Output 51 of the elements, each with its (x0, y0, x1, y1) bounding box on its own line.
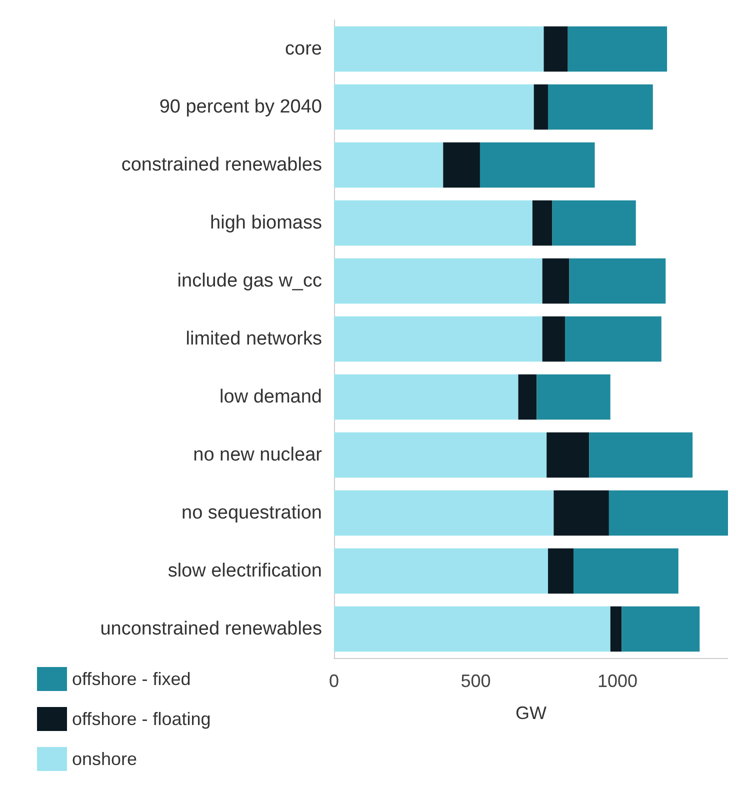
bar (610, 606, 622, 652)
bar (608, 490, 728, 536)
bar (334, 200, 532, 246)
y-tick-label: 90 percent by 2040 (159, 96, 322, 118)
y-tick-label: limited networks (186, 328, 322, 350)
bar (569, 258, 666, 304)
legend-label: offshore - floating (72, 709, 211, 729)
bar (334, 548, 548, 594)
bar (574, 548, 678, 594)
bar (589, 432, 693, 478)
bar (548, 548, 574, 594)
bar (546, 432, 590, 478)
bar (622, 606, 700, 652)
x-tick-label: 500 (460, 671, 491, 691)
y-tick-label: core (285, 38, 322, 60)
bar (334, 84, 534, 130)
y-tick-label: low demand (220, 386, 322, 408)
x-tick-label: 0 (328, 671, 340, 691)
y-tick-label: unconstrained renewables (100, 618, 322, 640)
bar (480, 142, 595, 188)
y-tick-label: no sequestration (182, 502, 322, 524)
bar (536, 374, 610, 420)
bar (334, 258, 542, 304)
bar (443, 142, 480, 188)
bar (544, 26, 568, 72)
bar (542, 258, 570, 304)
legend-label: onshore (72, 749, 138, 769)
bar (542, 316, 566, 362)
y-tick-label: no new nuclear (193, 444, 323, 466)
bar (554, 490, 609, 536)
y-tick-label: include gas w_cc (177, 270, 322, 292)
y-tick-label: constrained renewables (121, 154, 322, 176)
legend-label: offshore - fixed (72, 669, 191, 689)
y-tick-label: slow electrification (168, 560, 322, 582)
bar (518, 374, 537, 420)
bar (334, 606, 610, 652)
bar (334, 432, 547, 478)
bar (334, 26, 544, 72)
bar (552, 200, 636, 246)
y-tick-label: high biomass (210, 212, 322, 234)
bar (334, 490, 554, 536)
bar (334, 142, 444, 188)
bar (565, 316, 662, 362)
bar (534, 84, 548, 130)
bar (548, 84, 653, 130)
x-tick-label: 1000 (597, 671, 638, 691)
x-axis-title: GW (516, 703, 546, 723)
bar (334, 316, 542, 362)
bar (334, 374, 518, 420)
bar (568, 26, 668, 72)
bar (532, 200, 552, 246)
